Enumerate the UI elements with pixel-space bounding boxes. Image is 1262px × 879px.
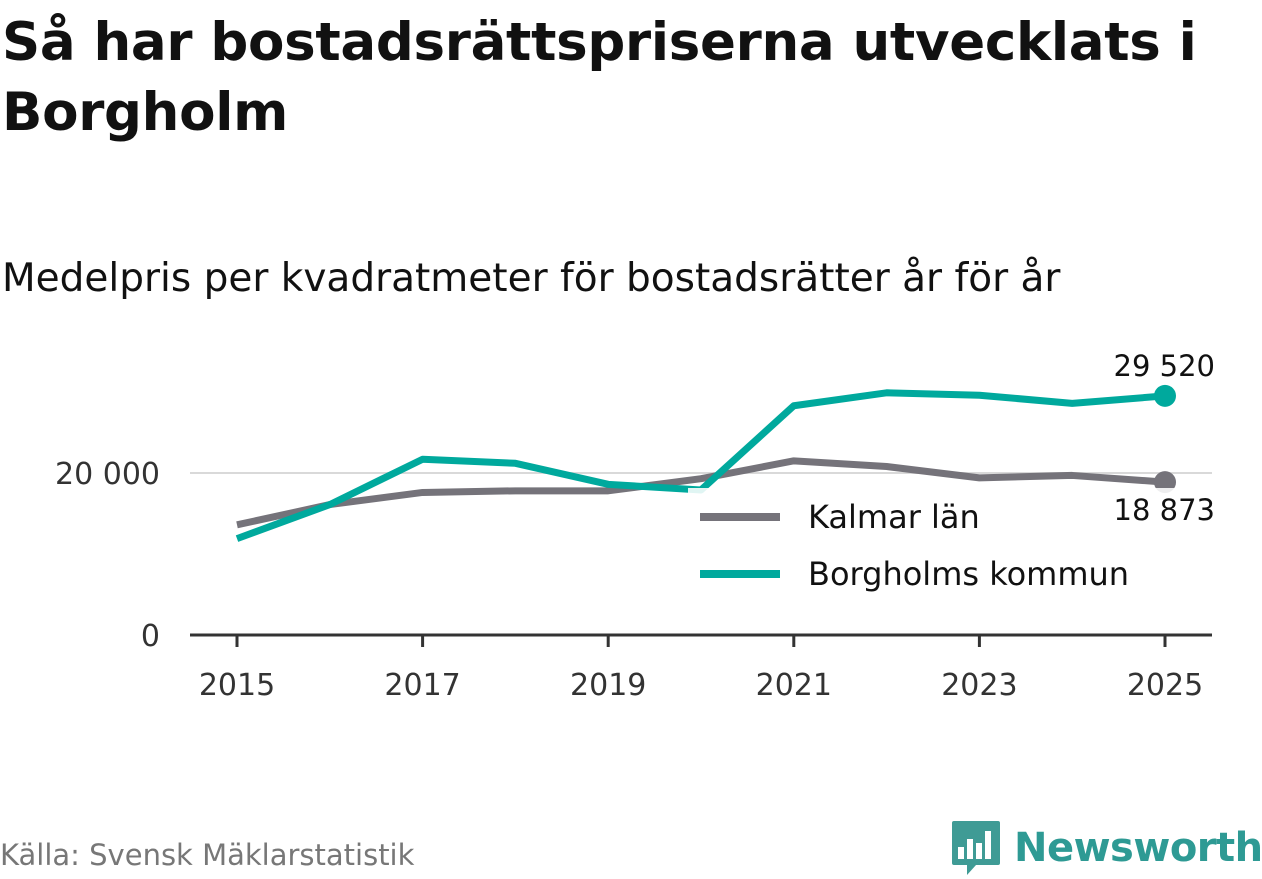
source-note: Källa: Svensk Mäklarstatistik: [0, 838, 415, 872]
end-label-kalmar: 18 873: [1114, 493, 1215, 527]
chart-title: Så har bostadsrättspriserna utvecklats i…: [2, 12, 1197, 143]
x-tick-label: 2017: [384, 668, 460, 703]
label-layer: 29 520 18 873: [1114, 349, 1215, 527]
x-tick-label: 2025: [1127, 668, 1203, 703]
y-tick-label: 0: [141, 619, 160, 654]
legend-background: [688, 488, 1188, 604]
newsworthy-logo-icon: [952, 821, 1000, 875]
x-tick-label: 2015: [199, 668, 275, 703]
legend-label: Kalmar län: [808, 498, 980, 536]
x-tick-label: 2019: [570, 668, 646, 703]
series-line-kalmar: [236, 457, 1166, 529]
x-tick-label: 2021: [756, 668, 832, 703]
newsworthy-logo: Newsworthy: [950, 819, 1262, 877]
end-label-borgholm: 29 520: [1114, 349, 1215, 383]
legend-label: Borgholms kommun: [808, 555, 1129, 593]
axis-layer: 0 20 000 2015 2017 2019 2021 2023 2025: [55, 457, 1212, 703]
brand-name: Newsworthy: [1014, 825, 1262, 871]
data-point: [1154, 471, 1176, 494]
chart-subtitle: Medelpris per kvadratmeter för bostadsrä…: [2, 256, 1061, 301]
y-tick-label: 20 000: [55, 457, 160, 492]
legend: Kalmar län Borgholms kommun: [688, 488, 1188, 604]
x-tick-label: 2023: [941, 668, 1017, 703]
data-point: [1154, 384, 1176, 407]
